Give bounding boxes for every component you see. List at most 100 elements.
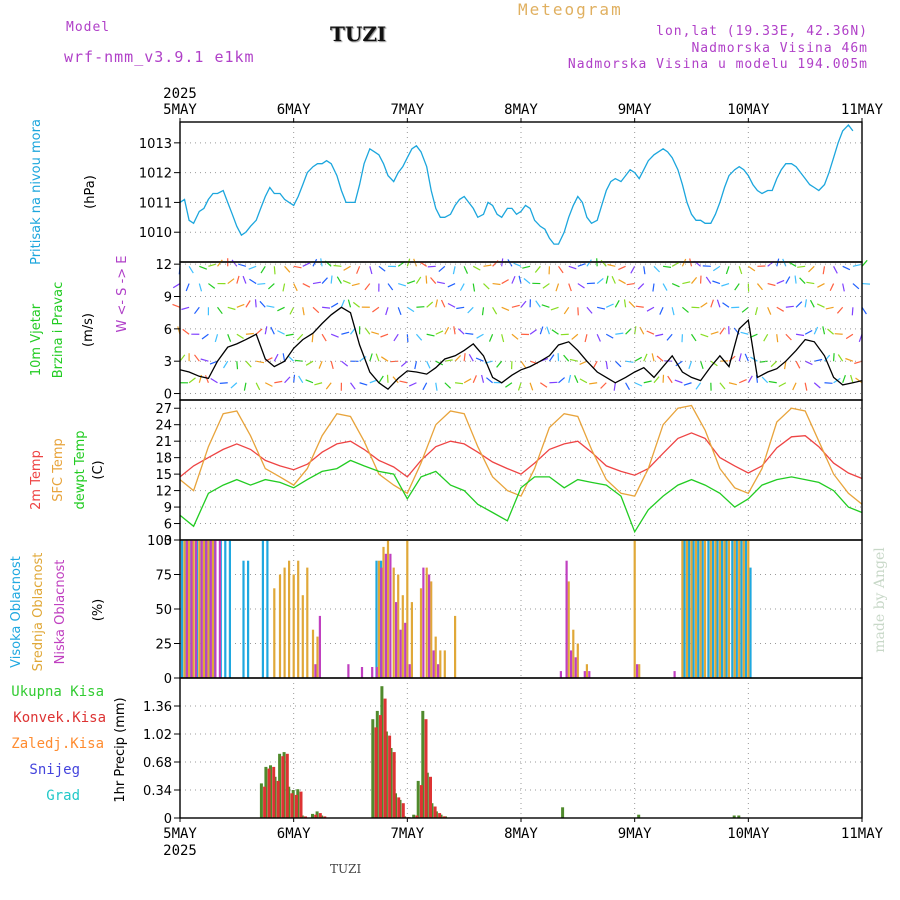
- wind-arrow: [795, 301, 803, 308]
- cloud-bar-0: [266, 540, 269, 678]
- wind-arrow: [842, 265, 851, 271]
- wind-arrow: [579, 360, 588, 365]
- wind-arrow: [472, 265, 481, 271]
- xtick-label-top: 6MAY: [277, 102, 311, 118]
- cloud-bar-1: [430, 581, 433, 678]
- wind-arrow: [586, 306, 593, 314]
- wind-arrow: [236, 333, 244, 340]
- cloud-bar-1: [714, 540, 717, 678]
- panel-cloud: 0 25 50 75 100: [147, 534, 863, 687]
- wind-arrow: [682, 281, 691, 285]
- wind-arrow: [634, 382, 643, 387]
- cloud-bar-2: [588, 671, 591, 678]
- wind-arrow: [586, 259, 592, 267]
- wind-arrow: [725, 266, 730, 275]
- precip-bar-1: [429, 776, 432, 818]
- precip-legend-item: Konvek.Kisa: [13, 710, 106, 726]
- wind-arrow: [364, 283, 371, 291]
- cloud-bar-1: [439, 650, 442, 678]
- wind-arrow: [227, 334, 232, 342]
- wind-arrow: [579, 378, 588, 384]
- precip-bar-1: [374, 727, 378, 818]
- wind-arrow: [625, 328, 632, 335]
- ytick-label-precipitation: 0.34: [143, 784, 172, 799]
- cloud-bar-1: [292, 574, 295, 678]
- wind-arrow: [705, 276, 712, 284]
- cloud-bar-2: [422, 567, 425, 678]
- cloud-bar-1: [377, 560, 380, 678]
- cloud-bar-0: [224, 540, 227, 678]
- wind-arrow: [626, 282, 635, 286]
- wind-arrow: [606, 303, 614, 308]
- wind-arrow: [825, 306, 834, 310]
- wind-arrow: [741, 306, 749, 313]
- wind-arrow: [447, 283, 456, 288]
- wind-arrow: [398, 282, 407, 287]
- wind-arrow: [630, 266, 636, 274]
- precip-bar-1: [442, 816, 446, 818]
- wind-arrow: [700, 302, 708, 308]
- cloud-bar-2: [559, 671, 562, 678]
- cloud-bar-2: [574, 657, 577, 678]
- wind-arrow: [227, 278, 235, 285]
- ytick-label-temperature: 12: [155, 485, 172, 500]
- precip-bar-0: [637, 814, 641, 818]
- cloud-bar-0: [181, 540, 184, 678]
- wind-arrow: [795, 360, 801, 369]
- wind-arrow: [260, 265, 266, 274]
- wind-arrow: [584, 334, 588, 343]
- cloud-bar-0: [711, 540, 715, 678]
- wind-arrow: [257, 282, 266, 285]
- wind-arrow: [472, 283, 476, 292]
- wind-arrow: [397, 307, 402, 316]
- wind-arrow: [788, 261, 797, 267]
- wind-arrow: [492, 282, 501, 286]
- wind-arrow: [824, 354, 831, 362]
- wind-arrow: [476, 333, 484, 339]
- wind-arrow: [834, 333, 843, 335]
- precip-bar-1: [419, 785, 423, 818]
- wind-arrow: [817, 283, 825, 288]
- ylabel-wind-2: Brzina i Pravac: [51, 282, 66, 379]
- precip-bar-0: [311, 813, 314, 818]
- wind-arrow: [330, 275, 333, 284]
- wind-arrow: [277, 330, 285, 335]
- wind-arrow: [643, 266, 646, 275]
- wind-arrow: [282, 353, 286, 362]
- wind-arrow: [481, 374, 485, 383]
- cloud-bar-1: [211, 540, 215, 678]
- ytick-label-cloud: 0: [164, 672, 172, 687]
- wind-arrow: [695, 382, 702, 390]
- wind-arrow: [359, 356, 367, 362]
- wind-arrow: [799, 277, 806, 284]
- precip-bar-0: [732, 815, 736, 818]
- precip-bar-1: [323, 816, 327, 818]
- cloud-bar-1: [207, 540, 210, 678]
- cloud-bar-0: [749, 567, 752, 678]
- wind-arrow: [454, 354, 462, 362]
- wind-arrow: [596, 333, 601, 342]
- wind-arrow: [305, 379, 314, 384]
- wind-arrow: [259, 300, 266, 308]
- cloud-bar-1: [434, 636, 437, 678]
- footer-station: TUZI: [330, 862, 362, 876]
- cloud-bar-2: [205, 540, 208, 678]
- wind-arrow: [605, 361, 608, 370]
- wind-arrow: [188, 377, 196, 384]
- wind-arrow: [298, 375, 304, 384]
- wind-arrow: [217, 306, 223, 315]
- series-pressure-0: [179, 124, 854, 245]
- wind-arrow: [312, 258, 318, 267]
- cloud-bar-2: [428, 574, 431, 678]
- precip-bar-0: [421, 710, 425, 818]
- cloud-bar-1: [297, 560, 300, 678]
- cloud-bar-2: [185, 540, 188, 678]
- wind-arrow: [336, 276, 342, 284]
- cloud-bar-0: [740, 540, 743, 678]
- wind-arrow: [555, 283, 560, 292]
- cloud-bar-1: [316, 636, 319, 678]
- wind-arrow: [655, 333, 664, 337]
- precip-legend-item: Ukupna Kisa: [11, 684, 104, 700]
- wind-arrow: [568, 265, 577, 270]
